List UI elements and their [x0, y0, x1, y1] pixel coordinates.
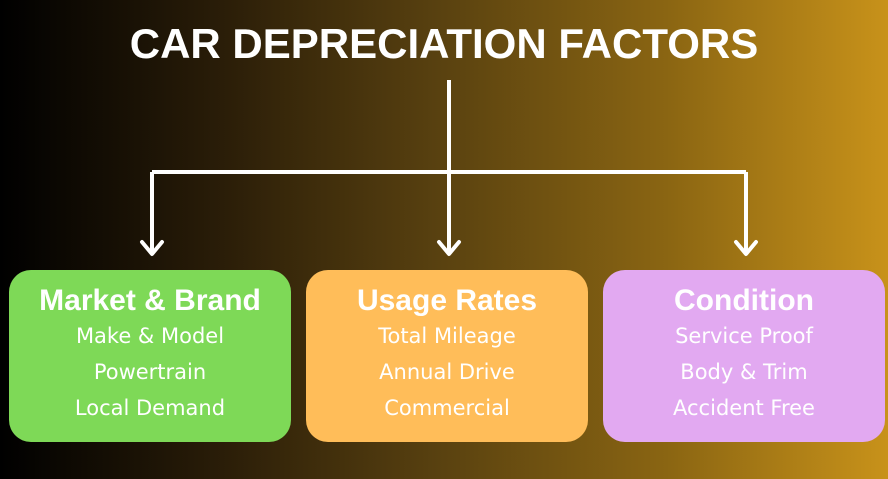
title: CAR DEPRECIATION FACTORS: [129, 20, 759, 67]
node-item: Powertrain: [93, 360, 207, 384]
node-item: Annual Drive: [379, 360, 515, 384]
node-label: Market & Brand: [39, 284, 261, 317]
node: Usage Rates Total Mileage Annual Drive C…: [306, 270, 588, 442]
node-item: Accident Free: [673, 396, 815, 420]
node-item: Make & Model: [75, 324, 225, 348]
node-item: Service Proof: [675, 324, 813, 348]
node: Market & Brand Make & Model Powertrain L…: [9, 270, 291, 442]
node-item: Commercial: [384, 396, 510, 420]
node-label: Usage Rates: [356, 284, 538, 317]
node-item: Body & Trim: [680, 360, 808, 384]
node: Condition Service Proof Body & Trim Acci…: [603, 270, 885, 442]
node-label: Condition: [674, 284, 814, 317]
node-item: Local Demand: [74, 396, 226, 420]
node-item: Total Mileage: [378, 324, 516, 348]
